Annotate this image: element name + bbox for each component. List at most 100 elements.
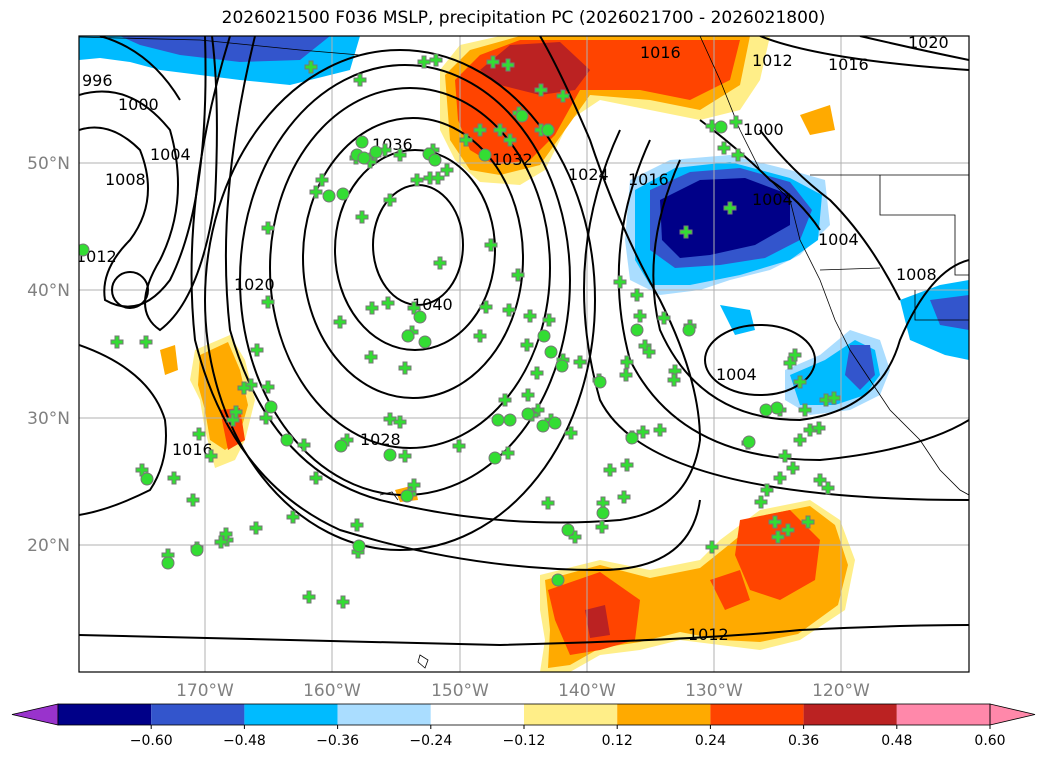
isobar-label: 1008 [105, 170, 146, 189]
station-dot-marker [682, 323, 696, 337]
colorbar-bin [803, 704, 897, 725]
colorbar-bin [244, 704, 338, 725]
lon-label: 150°W [431, 681, 489, 701]
station-cross-marker [473, 329, 487, 343]
isobar-label: 1012 [688, 625, 729, 644]
station-cross-marker [503, 133, 517, 147]
station-cross-marker [667, 373, 681, 387]
station-cross-marker [110, 335, 124, 349]
station-dot-marker [428, 153, 442, 167]
colorbar-bin [617, 704, 711, 725]
station-cross-marker [139, 335, 153, 349]
station-dot-marker [596, 506, 610, 520]
station-cross-marker [398, 449, 412, 463]
lon-label: 170°W [176, 681, 234, 701]
precip-shading [79, 36, 969, 672]
station-cross-marker [617, 490, 631, 504]
isobar-label: 1024 [568, 165, 609, 184]
station-cross-marker [452, 439, 466, 453]
station-dot-marker [714, 120, 728, 134]
station-dot-marker [280, 433, 294, 447]
station-dot-marker [521, 407, 535, 421]
lat-label: 50°N [27, 154, 70, 174]
isobar-labels: 996 1000 1004 1008 1012 1020 1016 1028 1… [79, 36, 949, 644]
station-cross-marker [564, 426, 578, 440]
station-cross-marker [541, 496, 555, 510]
station-dot-marker [536, 419, 550, 433]
station-cross-marker [502, 303, 516, 317]
station-markers [79, 53, 841, 609]
lon-label: 140°W [558, 681, 616, 701]
lat-label: 40°N [27, 281, 70, 301]
station-cross-marker [336, 595, 350, 609]
station-dot-marker [418, 335, 432, 349]
station-cross-marker [333, 315, 347, 329]
station-cross-marker [813, 473, 827, 487]
station-cross-marker [214, 535, 228, 549]
station-cross-marker [407, 478, 421, 492]
lat-labels: 50°N 40°N 30°N 20°N [27, 154, 70, 556]
isobar-label: 1016 [828, 55, 869, 74]
station-cross-marker [636, 425, 650, 439]
station-dot-marker [478, 148, 492, 162]
isobar-label: 1004 [818, 230, 859, 249]
station-cross-marker [595, 520, 609, 534]
station-cross-marker [498, 393, 512, 407]
lon-labels: 170°W 160°W 150°W 140°W 130°W 120°W [176, 681, 870, 701]
station-cross-marker [309, 185, 323, 199]
station-cross-marker [393, 148, 407, 162]
station-cross-marker [429, 53, 443, 67]
colorbar-tick-label: −0.48 [223, 733, 266, 749]
lat-label: 20°N [27, 536, 70, 556]
station-cross-marker [261, 295, 275, 309]
station-dot-marker [561, 523, 575, 537]
station-cross-marker [417, 55, 431, 69]
lon-label: 130°W [685, 681, 743, 701]
map-title: 2026021500 F036 MSLP, precipitation PC (… [221, 8, 826, 28]
station-cross-marker [249, 521, 263, 535]
station-cross-marker [355, 210, 369, 224]
station-cross-marker [286, 510, 300, 524]
station-cross-marker [556, 89, 570, 103]
station-cross-marker [440, 163, 454, 177]
isobar-label: 1012 [752, 51, 793, 70]
station-cross-marker [531, 403, 545, 417]
station-cross-marker [786, 461, 800, 475]
station-cross-marker [237, 381, 251, 395]
colorbar-bin [430, 704, 524, 725]
station-dot-marker [541, 123, 555, 137]
station-cross-marker [781, 523, 795, 537]
station-cross-marker [620, 355, 634, 369]
station-dot-marker [555, 359, 569, 373]
station-dot-marker [264, 400, 278, 414]
station-cross-marker [821, 481, 835, 495]
lon-label: 160°W [303, 681, 361, 701]
station-cross-marker [520, 338, 534, 352]
station-cross-marker [801, 515, 815, 529]
station-cross-marker [827, 391, 841, 405]
station-dot-marker [742, 435, 756, 449]
station-dot-marker [544, 345, 558, 359]
station-dot-marker [383, 448, 397, 462]
isobar-label: 1020 [234, 275, 275, 294]
station-cross-marker [304, 60, 318, 74]
station-cross-marker [630, 288, 644, 302]
station-dot-marker [369, 145, 383, 159]
isobar-label: 1028 [360, 430, 401, 449]
station-cross-marker [633, 309, 647, 323]
station-cross-marker [315, 173, 329, 187]
station-cross-marker [653, 423, 667, 437]
station-dot-marker [140, 472, 154, 486]
station-cross-marker [501, 58, 515, 72]
station-cross-marker [484, 238, 498, 252]
station-cross-marker [381, 296, 395, 310]
station-cross-marker [186, 493, 200, 507]
isobar-label: 1004 [150, 145, 191, 164]
station-cross-marker [398, 361, 412, 375]
station-cross-marker [501, 446, 515, 460]
lat-label: 30°N [27, 409, 70, 429]
station-cross-marker [250, 343, 264, 357]
station-dot-marker [190, 543, 204, 557]
colorbar-bin [337, 704, 431, 725]
isobar-label: 1016 [628, 170, 669, 189]
